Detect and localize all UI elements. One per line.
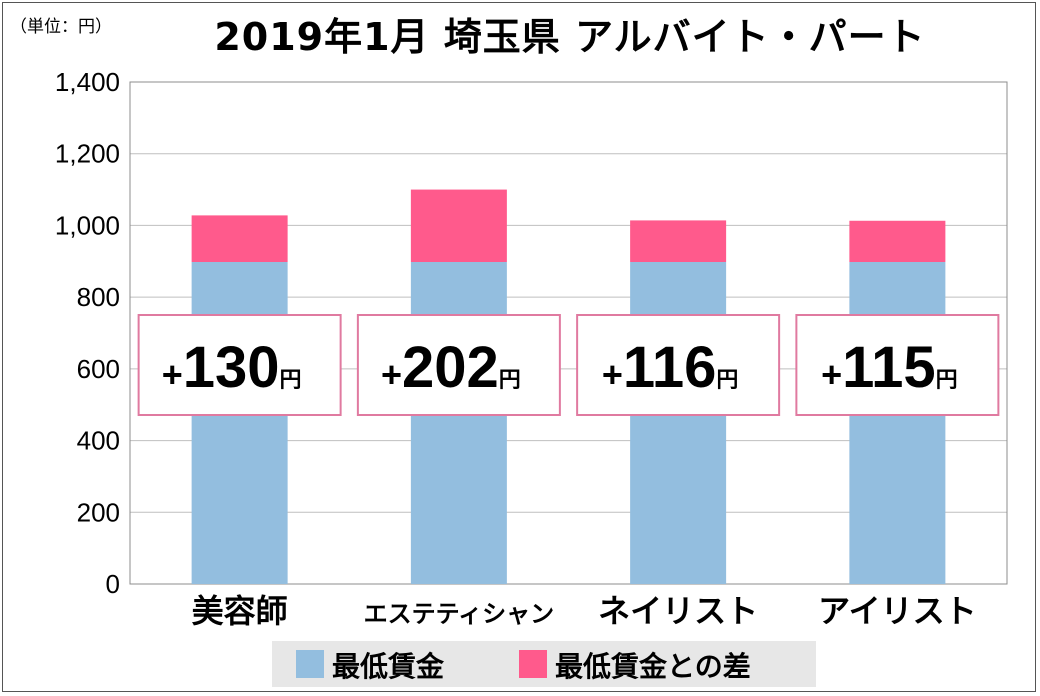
legend-label: 最低賃金 xyxy=(332,650,445,683)
y-tick-label: 600 xyxy=(77,354,120,384)
y-tick-label: 1,000 xyxy=(55,210,120,240)
bar-wage-difference xyxy=(410,189,507,263)
bar-wage-difference xyxy=(849,220,946,263)
bar-wage-difference xyxy=(630,220,727,263)
callout-label: +202円 xyxy=(381,335,521,400)
legend-swatch-wage-difference xyxy=(519,650,547,678)
bar-minimum-wage xyxy=(410,262,507,584)
y-tick-label: 400 xyxy=(77,426,120,456)
x-tick-label: アイリスト xyxy=(818,592,976,630)
bar-wage-difference xyxy=(191,215,288,263)
unit-label: （単位：円） xyxy=(10,17,112,37)
legend-swatch-minimum-wage xyxy=(296,650,324,678)
callout-box xyxy=(137,314,342,416)
bar-minimum-wage xyxy=(191,262,288,584)
callout-label: +116円 xyxy=(602,335,739,400)
callout-box xyxy=(795,314,1000,416)
legend-label: 最低賃金との差 xyxy=(555,650,751,683)
callout-box xyxy=(356,314,561,416)
x-tick-label: 美容師 xyxy=(192,592,288,630)
bar-minimum-wage xyxy=(630,262,727,584)
x-tick-label: エステティシャン xyxy=(364,600,555,628)
bar-minimum-wage xyxy=(849,262,946,584)
y-tick-label: 0 xyxy=(106,569,120,599)
chart-title: 2019年1月 埼玉県 アルバイト・パート xyxy=(214,15,926,59)
y-tick-label: 1,200 xyxy=(55,139,120,169)
callout-label: +115円 xyxy=(821,335,958,400)
y-tick-label: 800 xyxy=(77,282,120,312)
y-tick-label: 1,400 xyxy=(55,67,120,97)
callout-label: +130円 xyxy=(162,335,302,400)
plot-area xyxy=(129,81,1008,585)
callout-box xyxy=(576,314,781,416)
y-tick-label: 200 xyxy=(77,497,120,527)
x-tick-label: ネイリスト xyxy=(598,592,758,630)
